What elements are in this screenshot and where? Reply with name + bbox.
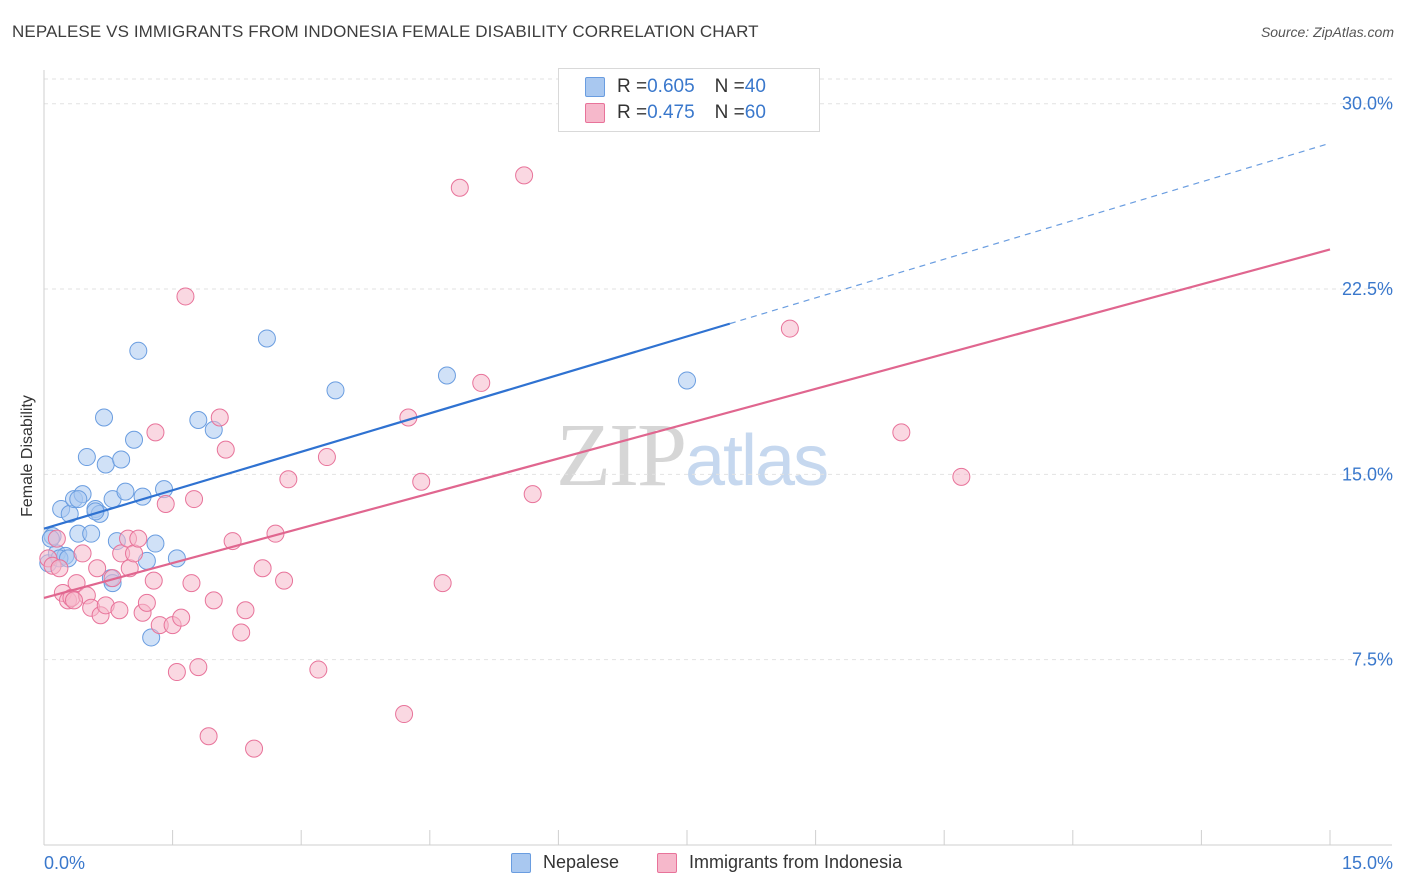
nepalese-point	[326, 381, 345, 400]
source-label: Source: ZipAtlas.com	[1260, 24, 1394, 40]
n-label: N =	[714, 76, 745, 97]
indonesia-point	[236, 601, 255, 620]
nepalese-point	[95, 408, 114, 427]
r-value: 0.475	[647, 102, 695, 123]
indonesia-point	[144, 571, 163, 590]
indonesia-point	[185, 490, 204, 509]
indonesia-point	[125, 544, 144, 563]
nepalese-legend-swatch	[511, 852, 531, 873]
indonesia-legend-swatch	[657, 852, 677, 873]
n-label: N =	[714, 102, 745, 123]
indonesia-point	[412, 472, 431, 491]
indonesia-point	[156, 495, 175, 514]
y-tick-label: 15.0%	[1342, 464, 1393, 484]
indonesia-point	[65, 591, 84, 610]
indonesia-point	[309, 660, 328, 679]
nepalese-point	[129, 341, 148, 360]
nepalese-point	[112, 450, 131, 469]
nepalese-point	[189, 410, 208, 429]
nepalese-point	[82, 524, 101, 543]
nepalese-trendline	[43, 322, 731, 530]
chart-title: NEPALESE VS IMMIGRANTS FROM INDONESIA FE…	[12, 22, 759, 41]
indonesia-point	[189, 658, 208, 677]
indonesia-point	[176, 287, 195, 306]
indonesia-point	[216, 440, 235, 459]
indonesia-point	[275, 571, 294, 590]
legend-label-indonesia: Immigrants from Indonesia	[689, 852, 903, 872]
legend-item-nepalese[interactable]: Nepalese	[511, 852, 619, 873]
indonesia-point	[199, 727, 218, 746]
stats-legend-row-nepalese: R = 0.605 N = 40	[585, 75, 766, 99]
indonesia-point	[88, 559, 107, 578]
indonesia-point	[232, 623, 251, 642]
indonesia-point	[317, 448, 336, 467]
indonesia-point	[110, 601, 129, 620]
indonesia-point	[73, 544, 92, 563]
indonesia-point	[253, 559, 272, 578]
nepalese-point	[437, 366, 456, 385]
indonesia-point	[515, 166, 534, 185]
indonesia-point	[167, 663, 186, 682]
indonesia-point	[182, 574, 201, 593]
nepalese-swatch	[585, 77, 605, 97]
indonesia-point	[952, 467, 971, 486]
indonesia-point	[472, 373, 491, 392]
nepalese-point	[142, 628, 161, 647]
nepalese-point	[96, 455, 115, 474]
indonesia-point	[172, 608, 191, 627]
y-tick-label: 22.5%	[1342, 279, 1393, 299]
nepalese-point	[257, 329, 276, 348]
indonesia-point	[210, 408, 229, 427]
nepalese-point	[125, 430, 144, 449]
indonesia-swatch	[585, 103, 605, 123]
n-value: 60	[744, 102, 766, 123]
nepalese-point	[69, 490, 88, 509]
nepalese-trendline-extension	[729, 142, 1331, 325]
y-tick-label: 30.0%	[1342, 94, 1393, 114]
series-legend: Nepalese Immigrants from Indonesia	[0, 852, 1406, 878]
r-value: 0.605	[647, 76, 695, 97]
nepalese-point	[77, 448, 96, 467]
nepalese-point	[678, 371, 696, 390]
stats-legend: R = 0.605 N = 40 R = 0.475 N = 60	[558, 68, 820, 132]
indonesia-point	[523, 485, 542, 504]
indonesia-point	[50, 559, 69, 578]
indonesia-point	[146, 423, 165, 442]
indonesia-point	[892, 423, 911, 442]
indonesia-point	[450, 178, 469, 197]
indonesia-point	[204, 591, 223, 610]
indonesia-point	[433, 574, 452, 593]
n-value: 40	[744, 76, 766, 97]
y-tick-label: 7.5%	[1352, 650, 1393, 670]
nepalese-point	[146, 534, 165, 553]
indonesia-point	[47, 529, 66, 548]
indonesia-point	[129, 529, 148, 548]
indonesia-point	[279, 470, 298, 489]
indonesia-point	[780, 319, 799, 338]
r-label: R =	[617, 102, 648, 123]
nepalese-point	[116, 482, 135, 501]
indonesia-point	[395, 705, 414, 724]
legend-item-indonesia[interactable]: Immigrants from Indonesia	[657, 852, 902, 873]
legend-label-nepalese: Nepalese	[543, 852, 620, 872]
r-label: R =	[617, 76, 648, 97]
indonesia-point	[137, 593, 156, 612]
watermark-zip: ZIP	[556, 406, 687, 505]
stats-legend-row-indonesia: R = 0.475 N = 60	[585, 101, 766, 125]
indonesia-trendline	[43, 248, 1331, 599]
watermark-atlas: atlas	[685, 421, 829, 501]
indonesia-point	[245, 739, 264, 758]
x-tick-label: 0.0%	[44, 853, 85, 873]
x-tick-label: 15.0%	[1342, 853, 1393, 873]
watermark: ZIPatlas	[556, 404, 829, 507]
y-axis-label: Female Disability	[19, 395, 36, 517]
